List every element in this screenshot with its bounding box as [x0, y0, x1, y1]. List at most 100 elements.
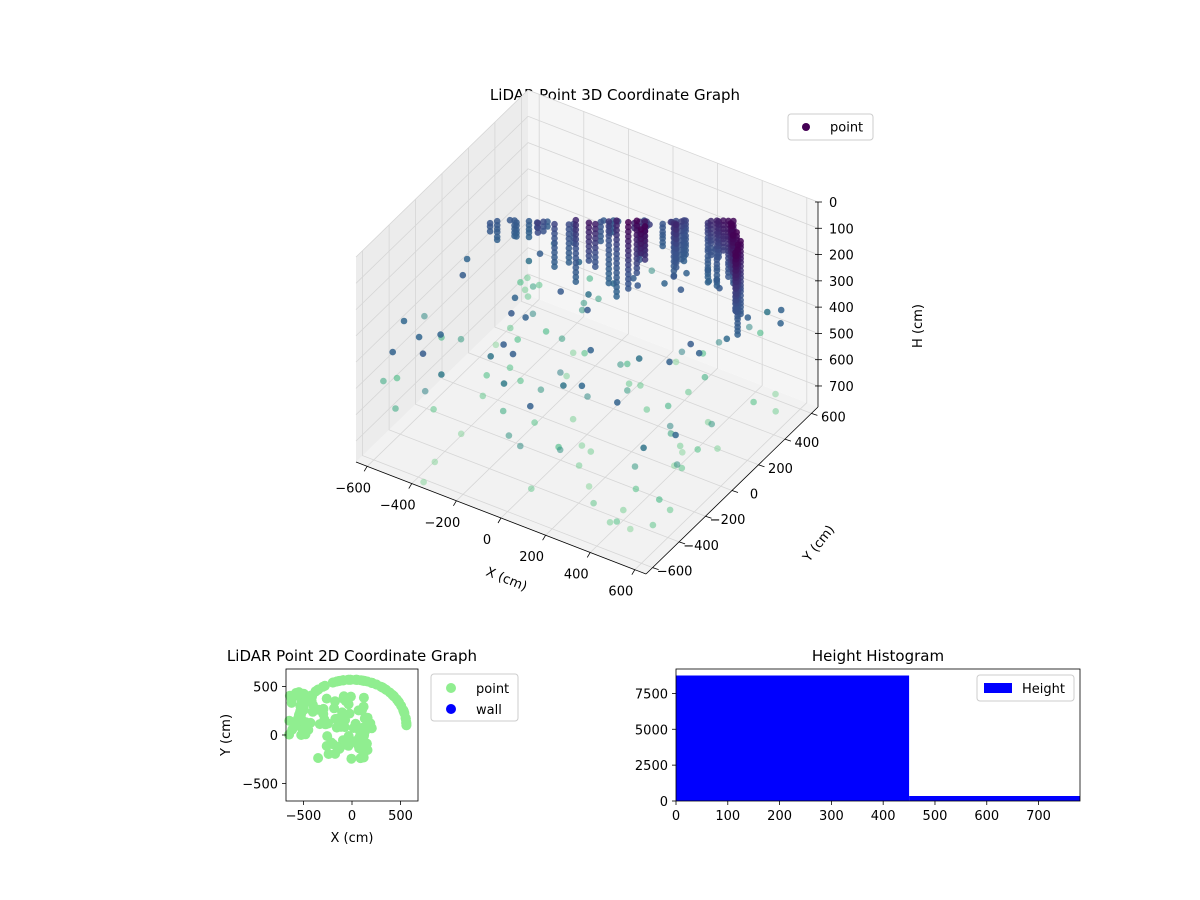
x-tick-label: 0 — [483, 533, 491, 548]
point-3d — [613, 518, 621, 525]
point-3d — [506, 216, 514, 224]
chart-3d-ylabel: Y (cm) — [800, 523, 838, 566]
y-tick — [784, 438, 792, 442]
point-2d — [367, 677, 378, 688]
point-3d — [664, 402, 672, 410]
chart-2d-legend-marker-point — [446, 683, 456, 693]
point-3d — [648, 267, 656, 275]
point-3d — [625, 242, 632, 250]
point-3d — [572, 269, 580, 276]
point-3d — [415, 333, 423, 341]
x-tick-label-2d: 0 — [348, 809, 356, 824]
point-3d — [659, 220, 666, 228]
point-3d — [575, 462, 583, 469]
point-3d — [517, 377, 524, 385]
point-3d — [678, 227, 685, 235]
point-3d — [732, 252, 740, 260]
y-tick-label-hist: 2500 — [635, 759, 668, 774]
point-2d — [313, 753, 324, 763]
point-3d — [678, 237, 685, 244]
point-3d — [777, 320, 784, 327]
point-3d — [595, 295, 602, 303]
point-3d — [507, 324, 514, 332]
point-3d — [620, 506, 627, 514]
point-3d — [580, 299, 588, 307]
x-tick-label-2d: −500 — [286, 809, 322, 824]
grid-z — [355, 115, 819, 284]
point-3d — [605, 256, 613, 263]
point-3d — [624, 360, 631, 368]
point-3d — [605, 260, 613, 268]
point-2d — [322, 731, 333, 742]
grid-y — [521, 96, 812, 414]
point-3d — [487, 353, 495, 360]
grid-z — [355, 273, 819, 442]
point-3d — [585, 224, 593, 231]
point-3d — [678, 218, 685, 225]
point-3d — [678, 464, 686, 472]
point-3d — [678, 251, 685, 258]
point-3d — [505, 432, 513, 439]
y-tick — [705, 515, 712, 519]
point-3d — [572, 240, 580, 248]
chart-3d-panes — [356, 90, 818, 574]
point-3d — [723, 335, 731, 343]
point-3d — [715, 339, 723, 346]
chart-hist-legend-label: Height — [1022, 682, 1065, 697]
point-3d — [605, 223, 613, 230]
grid-z — [355, 142, 819, 310]
point-3d — [633, 217, 641, 225]
point-3d — [558, 335, 566, 343]
point-3d — [678, 241, 685, 249]
point-3d — [613, 222, 620, 229]
point-3d — [592, 258, 599, 266]
y-tick-label-hist: 5000 — [635, 723, 668, 738]
point-3d — [584, 393, 591, 400]
z-tick-label: 0 — [829, 196, 837, 211]
hist-bar — [909, 796, 1080, 801]
point-3d — [572, 250, 580, 257]
point-3d — [625, 271, 632, 278]
chart-2d-ylabel: Y (cm) — [219, 714, 234, 757]
z-tick-label: 200 — [829, 249, 854, 264]
point-2d — [296, 707, 306, 718]
point-3d — [565, 259, 573, 266]
point-3d — [605, 232, 613, 240]
grid-y — [362, 250, 653, 568]
point-3d — [625, 233, 632, 240]
point-3d — [734, 241, 742, 249]
point-3d — [625, 285, 632, 292]
point-3d — [633, 260, 641, 267]
point-3d — [524, 274, 531, 282]
point-3d — [613, 288, 620, 296]
point-3d — [556, 446, 564, 454]
point-3d — [625, 266, 632, 273]
point-3d — [572, 254, 580, 262]
point-3d — [534, 219, 542, 227]
y-tick — [758, 464, 765, 468]
point-2d — [359, 722, 370, 733]
chart-3d-axes: −600−400−2000200400600−600−400−200020040… — [335, 196, 854, 600]
grid-z — [355, 89, 819, 258]
point-3d — [578, 306, 586, 314]
point-3d — [613, 293, 620, 300]
hist-bar — [676, 675, 910, 801]
point-3d — [437, 331, 444, 338]
point-2d — [292, 687, 303, 698]
point-3d — [400, 317, 408, 325]
grid-y — [415, 199, 706, 517]
point-3d — [569, 349, 577, 357]
chart-3d-legend-label: point — [830, 121, 863, 136]
point-3d — [563, 372, 570, 380]
chart-2d-title: LiDAR Point 2D Coordinate Graph — [227, 647, 477, 665]
point-3d — [393, 374, 401, 382]
point-3d — [585, 247, 593, 255]
chart-hist: Height Histogram 0 100 200 300 400 500 600 7000… — [635, 647, 1081, 824]
point-3d — [537, 386, 545, 394]
x-tick-label-hist: 0 — [672, 809, 680, 824]
point-3d — [592, 249, 599, 256]
point-3d — [720, 217, 727, 224]
z-tick-label: 700 — [829, 380, 854, 395]
point-3d — [677, 286, 685, 294]
point-3d — [421, 387, 429, 395]
